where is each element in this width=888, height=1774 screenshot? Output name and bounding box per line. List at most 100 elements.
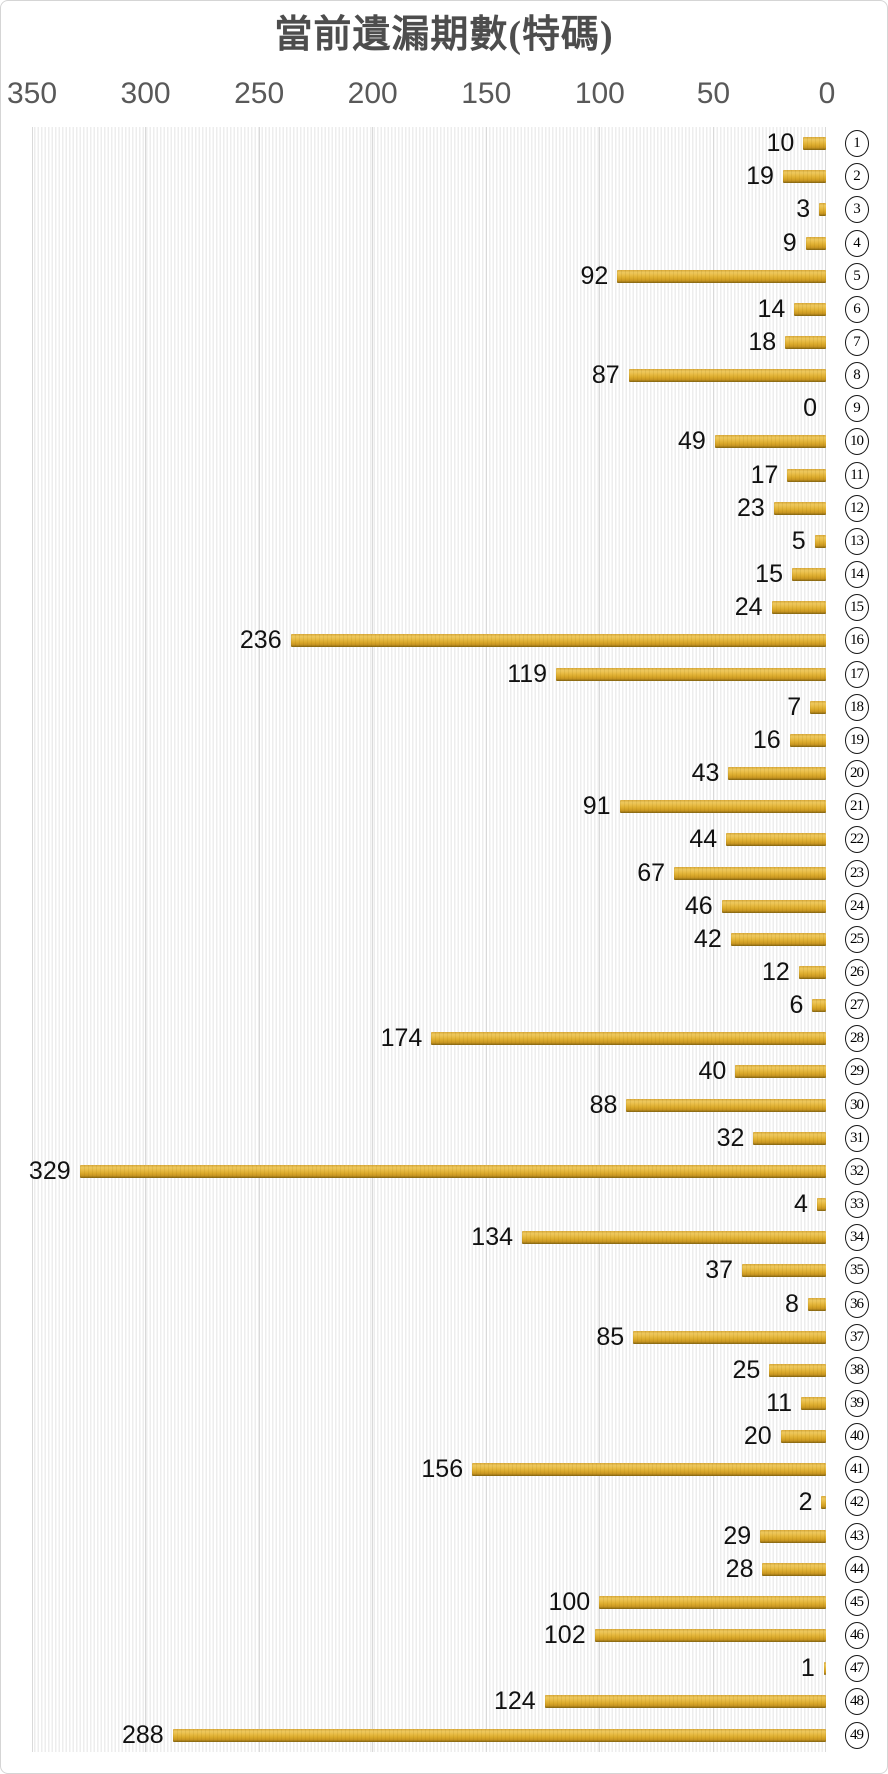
x-axis-tick: 250 <box>234 77 285 110</box>
bar-rows: 10 19 3 9 92 14 18 87 0 49 17 23 5 15 24 236 119 7 16 43 91 4… <box>28 127 826 1752</box>
category-circled-number: 18 <box>844 693 869 721</box>
bar <box>816 1198 826 1212</box>
bar <box>782 170 826 184</box>
bar <box>431 1032 826 1046</box>
category-circled-number: 22 <box>844 826 869 854</box>
category-circled-number: 5 <box>844 262 869 290</box>
category-cell: 31 <box>826 1122 887 1155</box>
category-circled-number: 13 <box>844 527 869 555</box>
bar-value-label: 7 <box>787 692 802 721</box>
category-circled-number: 38 <box>844 1356 869 1384</box>
bar <box>753 1131 826 1145</box>
bar-row: 32 <box>32 1122 826 1155</box>
category-circled-number: 32 <box>844 1157 869 1185</box>
bar-value-label: 42 <box>693 924 722 953</box>
bar <box>619 800 826 814</box>
bar-row: 2 <box>32 1486 826 1519</box>
bar <box>789 733 826 747</box>
category-cell: 25 <box>826 923 887 956</box>
category-circled-number: 2 <box>844 163 869 191</box>
bar-row: 8 <box>32 1287 826 1320</box>
bar-row: 124 <box>32 1685 826 1718</box>
category-axis: 1 2 3 4 5 6 7 8 9 10 11 12 13 14 15 16 17 18 19 20 21 22 23 24 2… <box>826 127 887 1752</box>
category-cell: 4 <box>826 226 887 259</box>
bar-row: 88 <box>32 1089 826 1122</box>
bar-row: 7 <box>32 691 826 724</box>
bar-value-label: 119 <box>507 659 548 688</box>
bar-row: 16 <box>32 724 826 757</box>
bar-value-label: 329 <box>28 1156 71 1185</box>
category-circled-number: 35 <box>844 1257 869 1285</box>
bar <box>810 700 826 714</box>
category-cell: 7 <box>826 326 887 359</box>
category-cell: 21 <box>826 790 887 823</box>
category-circled-number: 47 <box>844 1655 869 1683</box>
bar <box>594 1629 826 1643</box>
category-cell: 15 <box>826 591 887 624</box>
bar-value-label: 14 <box>757 294 786 323</box>
category-cell: 27 <box>826 989 887 1022</box>
bar-value-label: 92 <box>580 261 609 290</box>
bar-value-label: 40 <box>698 1057 727 1086</box>
bar-row: 15 <box>32 558 826 591</box>
bar <box>599 1595 826 1609</box>
category-circled-number: 46 <box>844 1622 869 1650</box>
category-circled-number: 6 <box>844 295 869 323</box>
bar-row: 85 <box>32 1321 826 1354</box>
x-axis-tick: 50 <box>696 77 731 110</box>
category-circled-number: 25 <box>844 925 869 953</box>
bar <box>773 501 826 515</box>
bar <box>522 1231 826 1245</box>
gridline <box>32 127 33 1752</box>
bar-value-label: 67 <box>637 858 666 887</box>
bar-value-label: 87 <box>591 361 620 390</box>
category-cell: 12 <box>826 492 887 525</box>
bar-row: 17 <box>32 459 826 492</box>
bar-row: 236 <box>32 624 826 657</box>
bar-value-label: 0 <box>803 394 817 423</box>
bar <box>787 468 826 482</box>
category-circled-number: 39 <box>844 1390 869 1418</box>
bar-row: 134 <box>32 1221 826 1254</box>
bar-row: 37 <box>32 1254 826 1287</box>
bar <box>728 767 826 781</box>
category-cell: 14 <box>826 558 887 591</box>
category-circled-number: 48 <box>844 1688 869 1716</box>
bar-value-label: 32 <box>716 1123 745 1152</box>
bar <box>730 932 826 946</box>
bar-value-label: 1 <box>800 1654 815 1683</box>
bar-value-label: 17 <box>750 460 779 489</box>
bar-row: 43 <box>32 757 826 790</box>
bar-row: 24 <box>32 591 826 624</box>
bar <box>721 899 826 913</box>
bar <box>172 1728 826 1742</box>
x-axis-tick: 100 <box>574 77 625 110</box>
bar-value-label: 5 <box>791 526 806 555</box>
category-circled-number: 34 <box>844 1224 869 1252</box>
category-circled-number: 3 <box>844 196 869 224</box>
category-circled-number: 44 <box>844 1555 869 1583</box>
bar-value-label: 8 <box>784 1289 799 1318</box>
category-cell: 28 <box>826 1022 887 1055</box>
bar-row: 14 <box>32 293 826 326</box>
bar-value-label: 46 <box>684 891 713 920</box>
bar-row: 4 <box>32 1188 826 1221</box>
category-cell: 32 <box>826 1155 887 1188</box>
bar <box>544 1695 826 1709</box>
bar-value-label: 18 <box>748 328 777 357</box>
category-cell: 40 <box>826 1420 887 1453</box>
bar <box>472 1463 826 1477</box>
bar-value-label: 24 <box>734 593 763 622</box>
bar-value-label: 10 <box>766 129 795 158</box>
category-circled-number: 14 <box>844 561 869 589</box>
category-circled-number: 11 <box>844 461 869 489</box>
category-circled-number: 30 <box>844 1091 869 1119</box>
category-cell: 38 <box>826 1354 887 1387</box>
bar-row: 19 <box>32 160 826 193</box>
x-axis-tick: 200 <box>347 77 398 110</box>
bar-row: 6 <box>32 989 826 1022</box>
bar <box>742 1264 826 1278</box>
bar <box>794 302 826 316</box>
bar-value-label: 19 <box>746 162 774 191</box>
gridline <box>599 127 601 1752</box>
